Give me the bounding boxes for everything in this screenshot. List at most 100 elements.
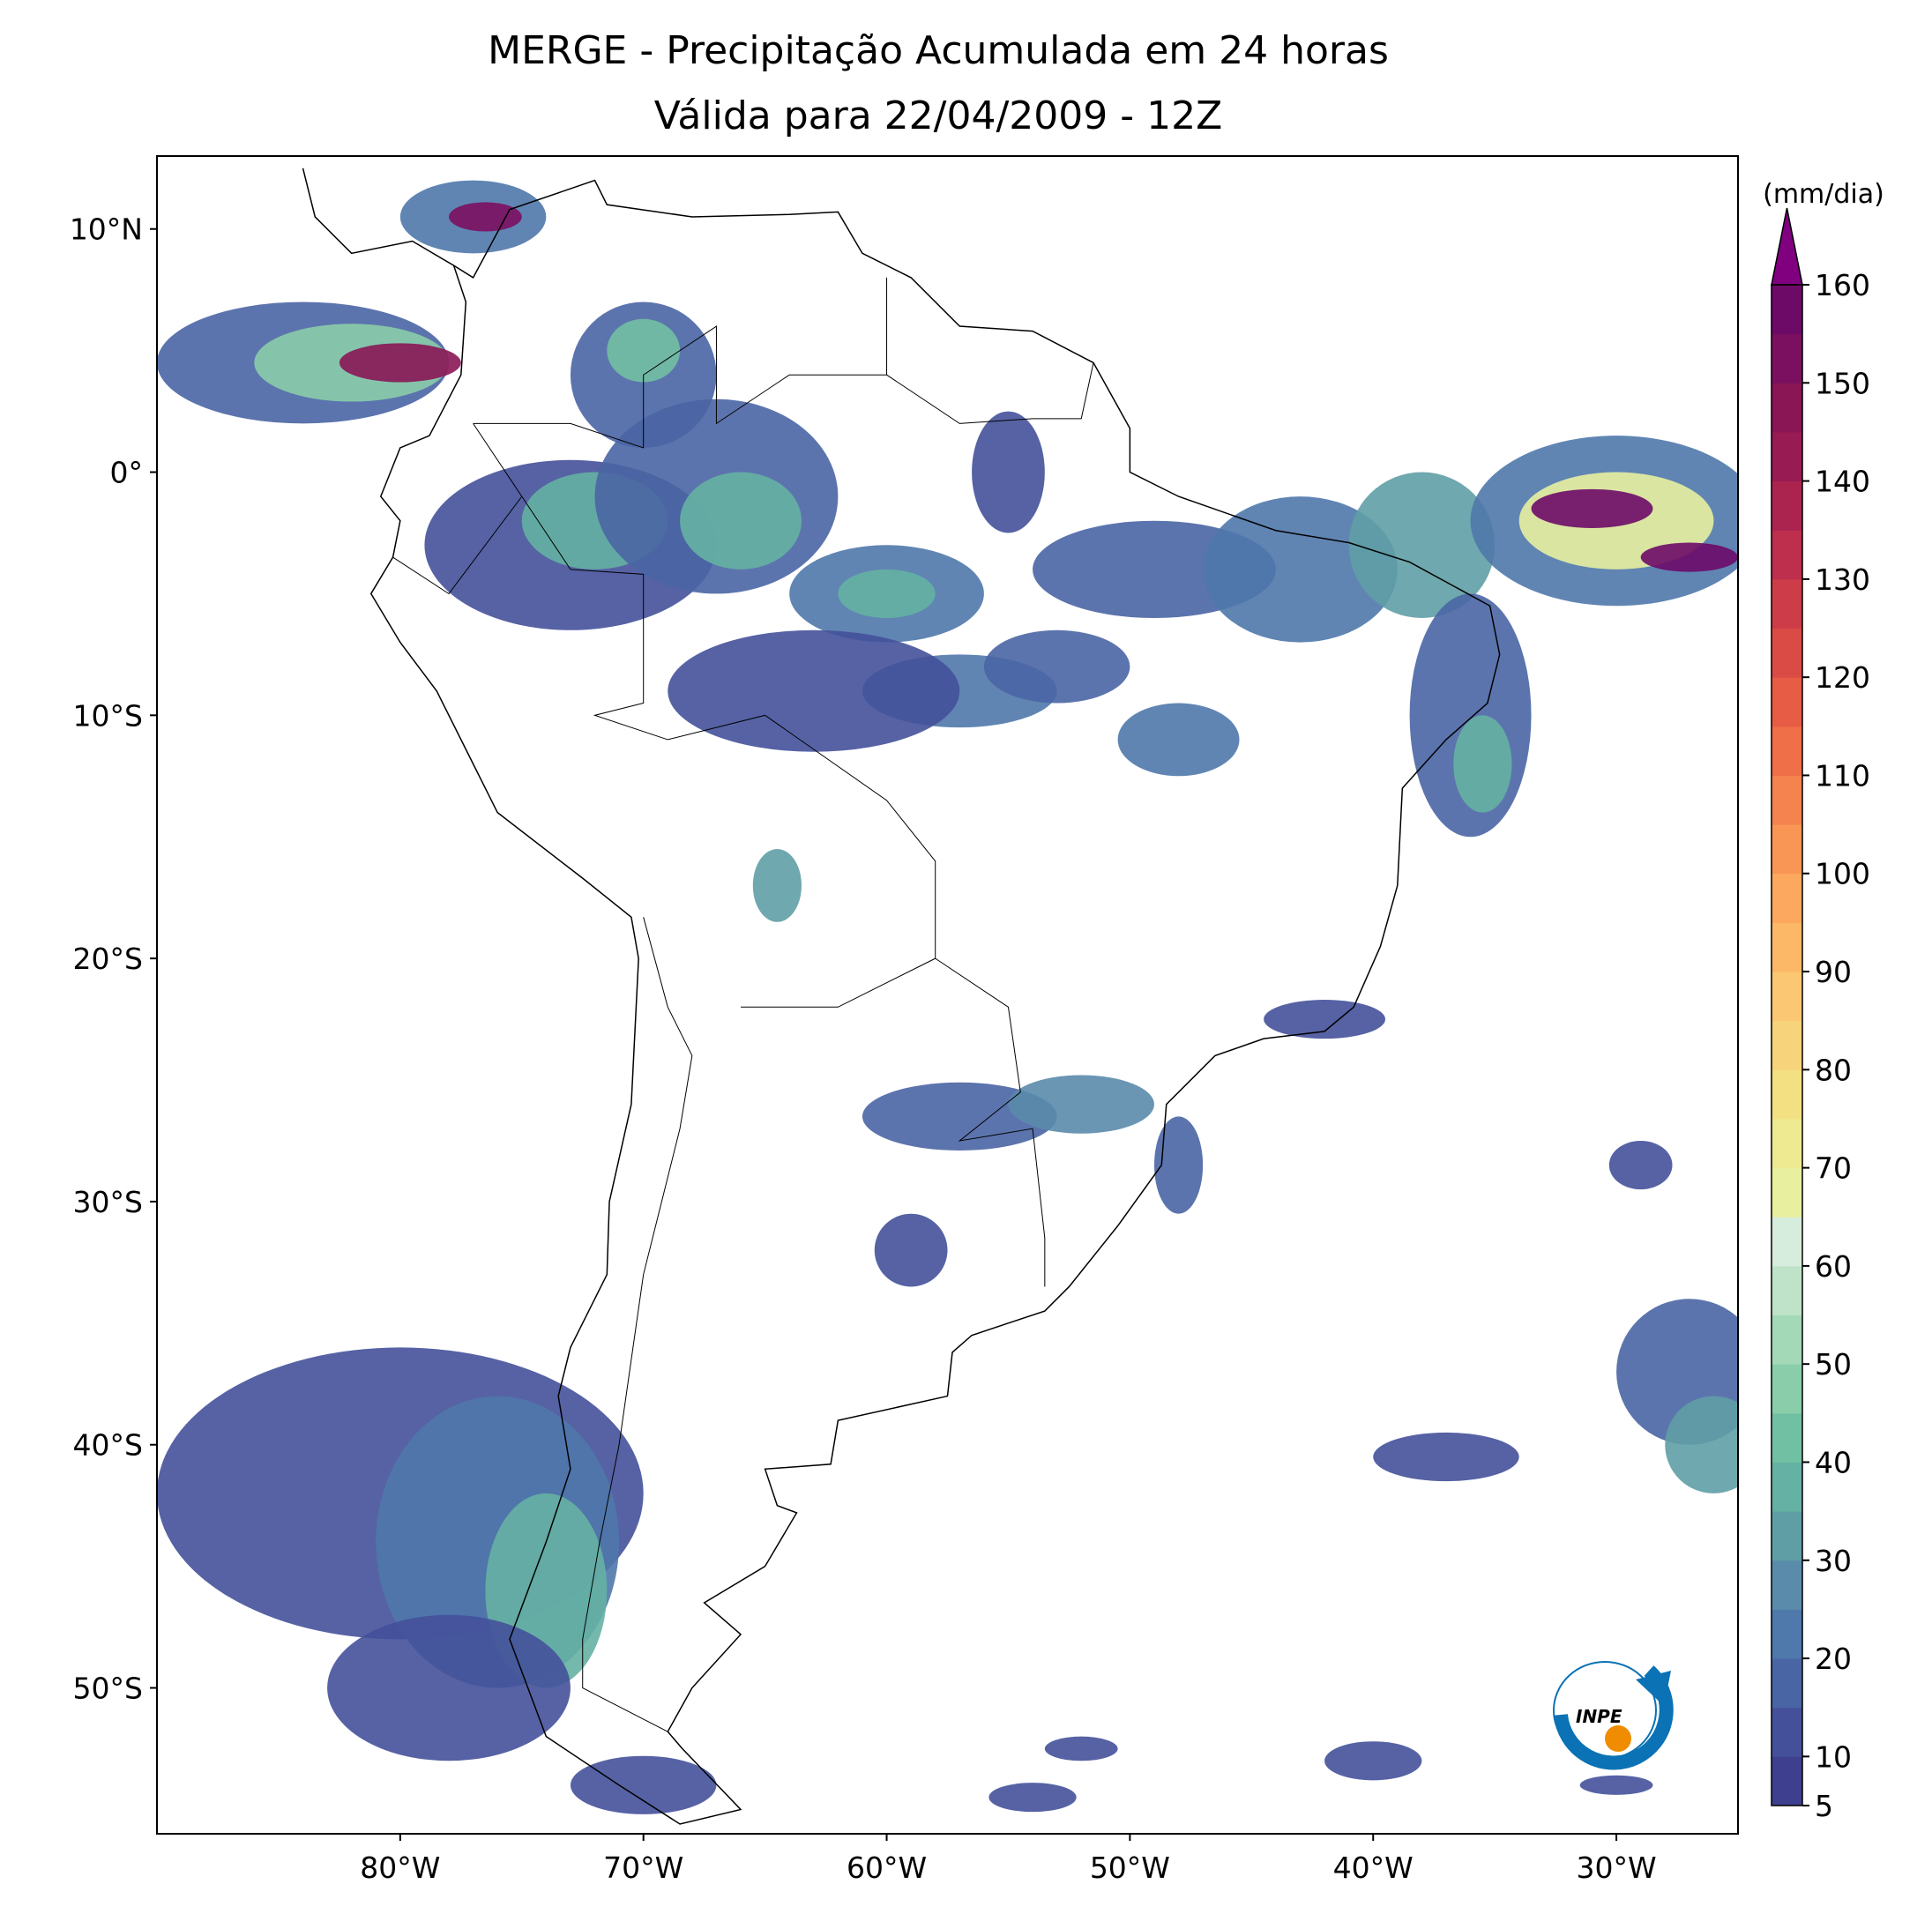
precip-area — [327, 1614, 571, 1761]
colorbar-band — [1772, 1658, 1802, 1709]
logo: INPE — [1553, 1661, 1674, 1770]
precip-area — [1153, 1116, 1204, 1214]
colorbar-band — [1772, 726, 1802, 776]
precip-area — [983, 629, 1130, 704]
colorbar-tick-label: 120 — [1815, 660, 1870, 695]
y-tick-label: 30°S — [73, 1185, 143, 1219]
precip-area — [570, 1755, 717, 1814]
subtitle: Válida para 22/04/2009 - 12Z — [654, 93, 1223, 138]
precip-area — [339, 343, 461, 383]
colorbar-band — [1772, 383, 1802, 433]
colorbar-band — [1772, 1560, 1802, 1610]
colorbar-band — [1772, 775, 1802, 825]
colorbar-tick-label: 130 — [1815, 562, 1870, 597]
precip-area — [1264, 1000, 1386, 1039]
y-tick-label: 20°S — [73, 942, 143, 976]
precip-area — [1373, 1432, 1519, 1482]
precip-area — [862, 1082, 1057, 1151]
precip-area — [449, 202, 522, 232]
precip-area — [874, 1213, 948, 1287]
colorbar-tick-label: 140 — [1815, 465, 1870, 499]
y-tick-label: 10°S — [73, 698, 143, 733]
colorbar-band — [1772, 480, 1802, 531]
x-tick-label: 30°W — [1577, 1851, 1657, 1885]
colorbar-band — [1772, 922, 1802, 972]
colorbar-band — [1772, 1609, 1802, 1659]
precip-area — [1531, 488, 1653, 528]
colorbar-band — [1772, 1118, 1802, 1169]
colorbar-band — [1772, 1412, 1802, 1463]
colorbar-band — [1772, 1511, 1802, 1561]
colorbar-band — [1772, 285, 1802, 335]
colorbar-tick-label: 60 — [1815, 1249, 1852, 1284]
colorbar-frame — [1771, 284, 1803, 1806]
colorbar-band — [1772, 431, 1802, 482]
colorbar: 5 10 20 30 40 50 60 70 80 90 100 110 120 130 140 150 160 — [1771, 207, 1870, 1823]
colorbar-band — [1772, 1756, 1802, 1806]
precip-area — [668, 629, 960, 752]
x-tick-label: 70°W — [603, 1851, 683, 1885]
logo-dot — [1605, 1725, 1631, 1752]
colorbar-band — [1772, 1462, 1802, 1512]
x-tick-label: 40°W — [1333, 1851, 1414, 1885]
border — [473, 277, 888, 449]
colorbar-band — [1772, 677, 1802, 727]
y-tick-label: 0° — [110, 456, 144, 490]
colorbar-band — [1772, 1217, 1802, 1267]
border — [582, 917, 693, 1732]
colorbar-band — [1772, 333, 1802, 384]
plot-frame — [156, 155, 1739, 1835]
colorbar-tick-label: 150 — [1815, 366, 1870, 400]
precip-area — [1608, 1140, 1673, 1190]
precip-area — [1044, 1736, 1118, 1761]
y-tick-label: 40°S — [73, 1428, 143, 1463]
colorbar-band — [1772, 1020, 1802, 1070]
y-tick-label: 10°N — [70, 212, 143, 247]
precip-area — [838, 569, 936, 619]
colorbar-band — [1772, 1265, 1802, 1316]
x-tick-label: 60°W — [847, 1851, 927, 1885]
border — [935, 957, 1046, 1287]
colorbar-band — [1772, 578, 1802, 629]
colorbar-tick-label: 110 — [1815, 758, 1870, 793]
colorbar-band — [1772, 824, 1802, 875]
precip-area — [1453, 715, 1512, 813]
coastline — [302, 168, 454, 266]
precip-area — [1665, 1396, 1738, 1493]
colorbar-band — [1772, 873, 1802, 923]
logo-ring — [1553, 1661, 1657, 1760]
precip-area — [1203, 496, 1398, 643]
precip-area — [680, 472, 802, 570]
colorbar-tick-label: 40 — [1815, 1445, 1852, 1479]
x-tick-label: 80°W — [360, 1851, 440, 1885]
colorbar-tick-label: 30 — [1815, 1544, 1852, 1578]
colorbar-tick-label: 20 — [1815, 1642, 1852, 1676]
precip-area — [972, 411, 1045, 533]
colorbar-band — [1772, 530, 1802, 580]
precip-area — [1579, 1775, 1653, 1795]
colorbar-label: (mm/dia) — [1763, 179, 1884, 210]
colorbar-band — [1772, 1167, 1802, 1218]
colorbar-band — [1772, 1364, 1802, 1414]
x-tick-label: 50°W — [1090, 1851, 1170, 1885]
colorbar-tick-label: 70 — [1815, 1151, 1852, 1186]
precip-area — [1324, 1741, 1422, 1781]
colorbar-band — [1772, 628, 1802, 678]
border — [392, 423, 523, 595]
border — [570, 569, 668, 741]
colorbar-extend — [1771, 207, 1803, 286]
colorbar-tick-label: 50 — [1815, 1347, 1852, 1382]
precip-area — [1348, 472, 1496, 619]
border — [668, 714, 936, 1008]
colorbar-tick-label: 5 — [1815, 1789, 1833, 1823]
colorbar-tick-label: 90 — [1815, 955, 1852, 989]
border — [886, 362, 1094, 424]
plot-area — [157, 168, 1738, 1825]
colorbar-tick-label: 160 — [1815, 268, 1870, 302]
precip-area — [988, 1783, 1077, 1813]
colorbar-tick-label: 100 — [1815, 857, 1870, 891]
precip-area — [1640, 542, 1738, 572]
precip-area — [1008, 1075, 1154, 1134]
colorbar-tick-label: 10 — [1815, 1739, 1852, 1774]
